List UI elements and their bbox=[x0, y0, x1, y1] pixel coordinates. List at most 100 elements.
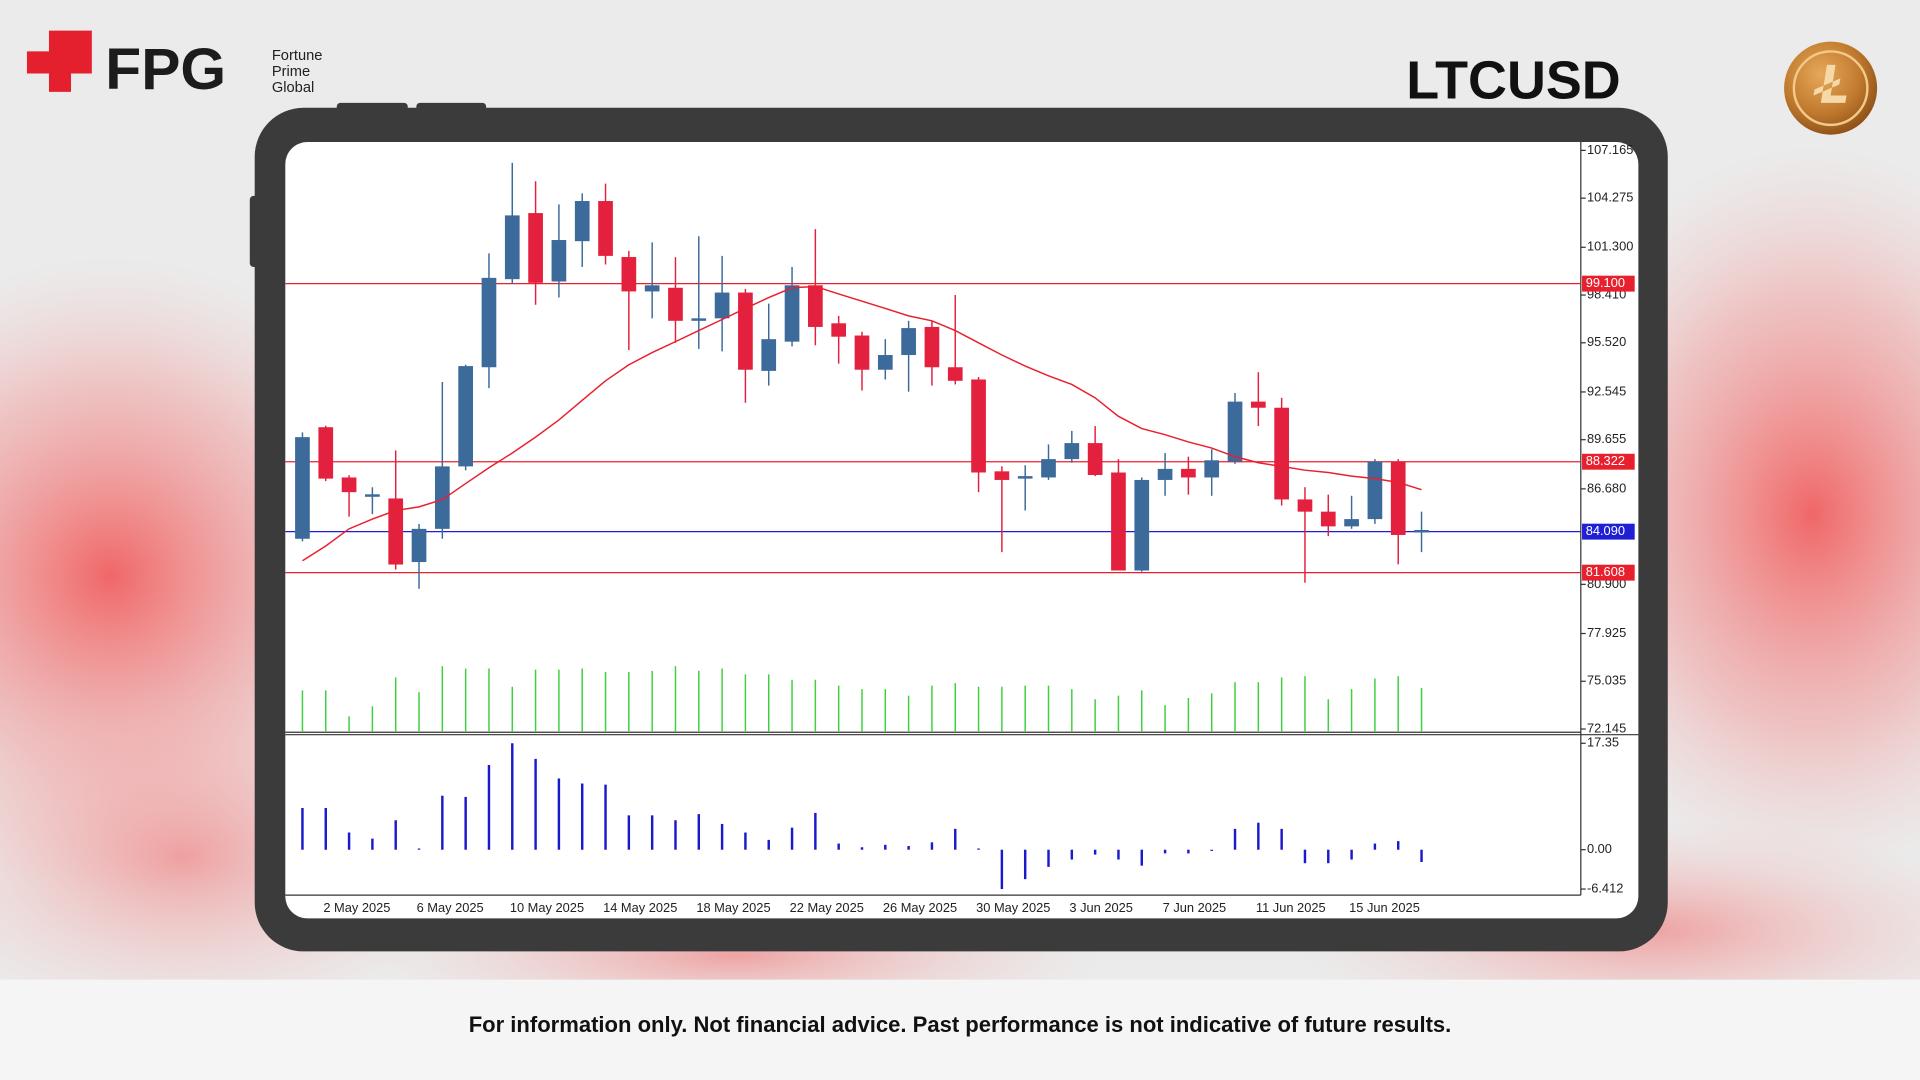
brand-sub: Fortune bbox=[272, 48, 323, 64]
candle-body bbox=[1250, 401, 1266, 408]
candle-body bbox=[1367, 461, 1383, 520]
candle-body bbox=[1017, 476, 1033, 479]
candle-body bbox=[341, 477, 357, 493]
coin-icon bbox=[1784, 41, 1878, 135]
candle-body bbox=[1041, 459, 1056, 478]
disclaimer: For information only. Not financial advi… bbox=[469, 1012, 1452, 1037]
y-tick-label: 86.680 bbox=[1587, 480, 1626, 495]
candle-body bbox=[1320, 511, 1336, 527]
brand-sub: Prime bbox=[272, 64, 310, 80]
candle-body bbox=[924, 326, 940, 368]
candle-body bbox=[458, 366, 473, 467]
y-tick-label: 95.520 bbox=[1587, 334, 1626, 349]
level-label: 88.322 bbox=[1586, 453, 1625, 468]
candle-body bbox=[295, 437, 310, 539]
y-tick-label: 75.035 bbox=[1587, 673, 1626, 688]
brand-logo bbox=[26, 30, 92, 92]
candle-body bbox=[901, 328, 916, 356]
brand-name: FPG bbox=[105, 37, 226, 102]
candle-body bbox=[1181, 468, 1196, 478]
x-tick-label: 26 May 2025 bbox=[883, 900, 957, 915]
candle-body bbox=[761, 339, 777, 371]
candle-body bbox=[691, 318, 707, 321]
moving-average bbox=[302, 285, 1422, 562]
level-tag bbox=[1582, 564, 1635, 581]
x-tick-label: 14 May 2025 bbox=[603, 900, 677, 915]
candle-body bbox=[738, 292, 753, 370]
candle-body bbox=[854, 335, 870, 370]
x-tick-label: 3 Jun 2025 bbox=[1069, 900, 1133, 915]
x-tick-label: 10 May 2025 bbox=[510, 900, 584, 915]
candle-body bbox=[481, 277, 497, 368]
coin-ring bbox=[1792, 50, 1869, 127]
candle-body bbox=[1227, 401, 1243, 462]
chart: 107.165104.275101.30098.41095.52092.5458… bbox=[285, 142, 1639, 915]
candle-body bbox=[877, 355, 893, 370]
y-tick-label: 101.300 bbox=[1587, 239, 1633, 254]
level-tag bbox=[1582, 523, 1635, 540]
x-tick-label: 18 May 2025 bbox=[696, 900, 770, 915]
brand-sub: Global bbox=[272, 80, 314, 96]
footer-band bbox=[0, 979, 1920, 1080]
candle-body bbox=[365, 494, 380, 497]
candle-body bbox=[434, 466, 450, 529]
candle-body bbox=[551, 240, 567, 282]
y-tick-label: 104.275 bbox=[1587, 190, 1633, 205]
candle-body bbox=[388, 498, 404, 565]
candle-body bbox=[1344, 519, 1359, 527]
candle-body bbox=[994, 471, 1010, 480]
level-label: 99.100 bbox=[1586, 275, 1625, 290]
candle-body bbox=[1274, 407, 1289, 500]
osc-tick-label: 0.00 bbox=[1587, 841, 1612, 856]
candle-body bbox=[971, 379, 986, 473]
level-tag bbox=[1582, 275, 1635, 292]
coin-glyph bbox=[1813, 64, 1847, 103]
candle-body bbox=[1204, 460, 1220, 478]
x-tick-label: 2 May 2025 bbox=[323, 900, 390, 915]
y-tick-label: 107.165 bbox=[1587, 142, 1633, 157]
candle-body bbox=[1134, 479, 1150, 571]
candle-body bbox=[574, 201, 590, 242]
osc-tick-label: -6.412 bbox=[1587, 880, 1623, 895]
y-tick-label: 72.145 bbox=[1587, 720, 1626, 735]
y-tick-label: 89.655 bbox=[1587, 431, 1626, 446]
candle-body bbox=[1064, 443, 1080, 460]
osc-tick-label: 17.35 bbox=[1587, 735, 1619, 750]
x-tick-label: 7 Jun 2025 bbox=[1163, 900, 1227, 915]
candle-body bbox=[1111, 472, 1126, 571]
candle-body bbox=[598, 201, 613, 256]
candle-body bbox=[1157, 468, 1173, 480]
level-tag bbox=[1582, 453, 1635, 470]
candle-body bbox=[1297, 499, 1313, 512]
candle-body bbox=[784, 285, 800, 342]
x-tick-label: 15 Jun 2025 bbox=[1349, 900, 1420, 915]
candle-body bbox=[668, 287, 683, 321]
x-tick-label: 11 Jun 2025 bbox=[1256, 900, 1326, 915]
candle-body bbox=[831, 323, 847, 337]
x-tick-label: 6 May 2025 bbox=[417, 900, 484, 915]
y-tick-label: 77.925 bbox=[1587, 625, 1626, 640]
candle-body bbox=[1390, 461, 1406, 535]
tablet-screen bbox=[285, 142, 1639, 919]
candle-body bbox=[1414, 530, 1429, 533]
candle-body bbox=[504, 215, 520, 280]
candle-body bbox=[528, 213, 543, 283]
symbol-title: LTCUSD bbox=[1406, 51, 1620, 111]
oscillator-panel bbox=[301, 743, 1423, 890]
candle-body bbox=[947, 367, 963, 381]
price-panel bbox=[285, 162, 1581, 733]
x-tick-label: 30 May 2025 bbox=[976, 900, 1050, 915]
x-tick-label: 22 May 2025 bbox=[790, 900, 864, 915]
candle-body bbox=[644, 285, 660, 292]
y-tick-label: 92.545 bbox=[1587, 383, 1626, 398]
candle-body bbox=[411, 528, 427, 563]
candle-body bbox=[621, 257, 637, 292]
candle-body bbox=[714, 292, 730, 319]
candle-body bbox=[808, 285, 823, 327]
axes: 107.165104.275101.30098.41095.52092.5458… bbox=[323, 142, 1635, 915]
level-label: 81.608 bbox=[1586, 564, 1625, 579]
level-label: 84.090 bbox=[1586, 523, 1625, 538]
candle-body bbox=[318, 427, 334, 479]
